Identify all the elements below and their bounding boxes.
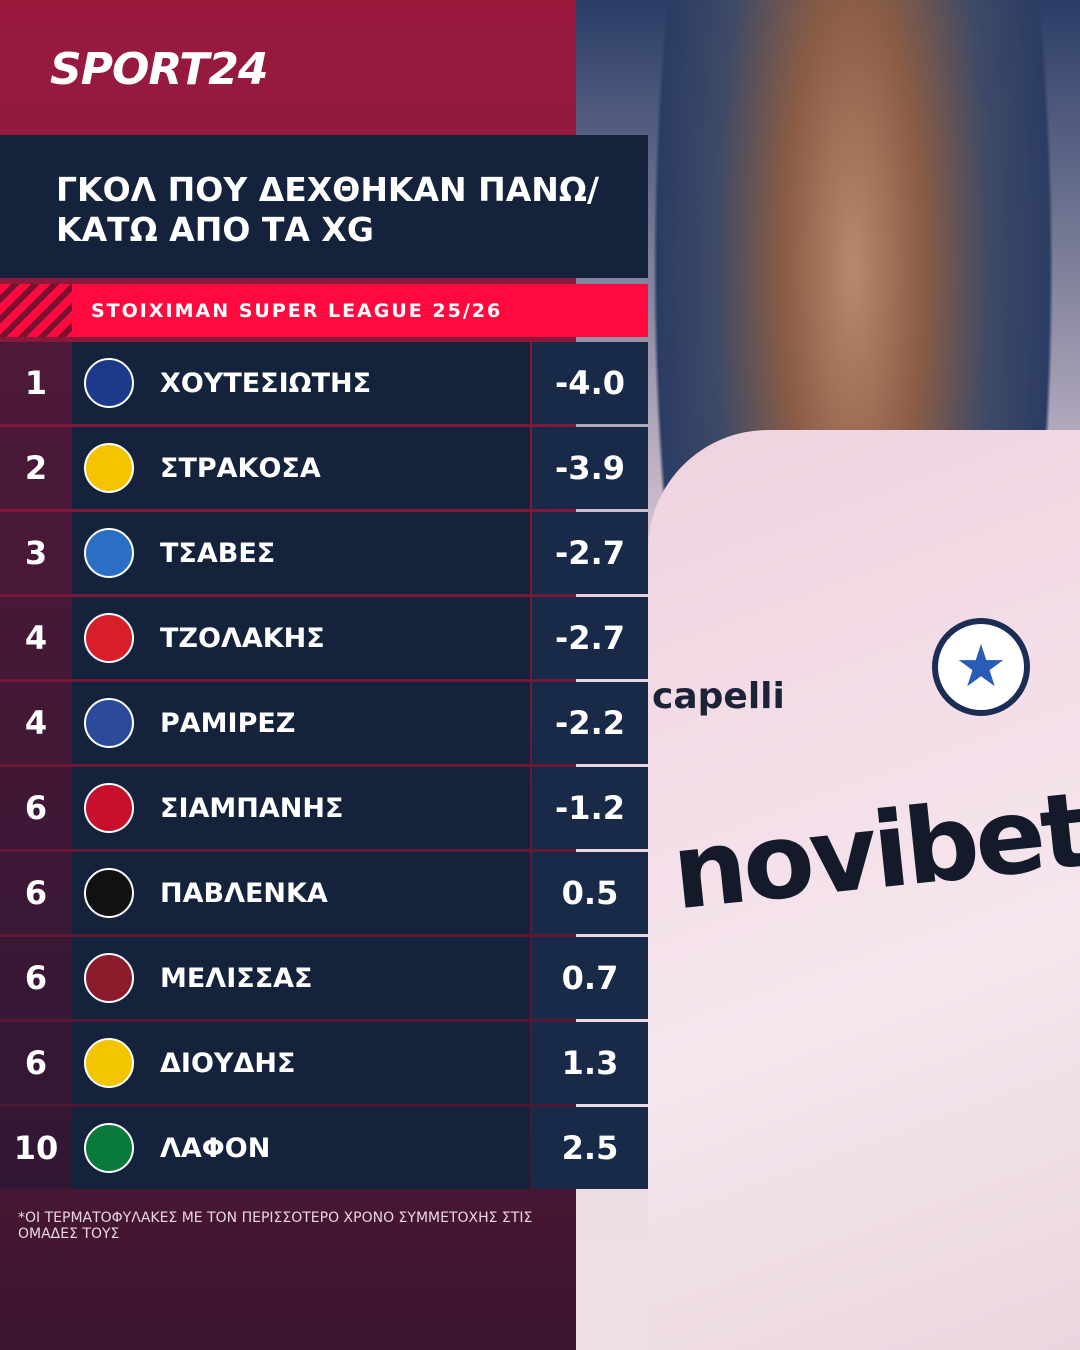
- player-cell: ΜΕΛΙΣΣΑΣ: [72, 937, 530, 1019]
- player-cell: ΠΑΒΛΕΝΚΑ: [72, 852, 530, 934]
- player-cell: ΣΙΑΜΠΑΝΗΣ: [72, 767, 530, 849]
- footnote: *ΟΙ ΤΕΡΜΑΤΟΦΥΛΑΚΕΣ ΜΕ ΤΟΝ ΠΕΡΙΣΣΟΤΕΡΟ ΧΡ…: [18, 1210, 533, 1242]
- team-logo: [84, 358, 134, 408]
- team-logo: [84, 528, 134, 578]
- player-name: ΣΤΡΑΚΟΣΑ: [160, 452, 321, 484]
- value: 2.5: [532, 1107, 648, 1189]
- stripes: [0, 284, 72, 337]
- player-cell: ΡΑΜΙΡΕΖ: [72, 682, 530, 764]
- title-box: [0, 135, 648, 278]
- subtitle: STOIXIMAN SUPER LEAGUE 25/26: [91, 300, 503, 322]
- player-cell: ΤΖΟΛΑΚΗΣ: [72, 597, 530, 679]
- subtitle-bar: [0, 284, 648, 337]
- rank: 6: [0, 937, 72, 1019]
- player-name: ΣΙΑΜΠΑΝΗΣ: [160, 792, 344, 824]
- team-logo: [84, 1038, 134, 1088]
- team-logo: [84, 698, 134, 748]
- rank: 2: [0, 427, 72, 509]
- team-logo: [84, 868, 134, 918]
- rank: 3: [0, 512, 72, 594]
- rank: 10: [0, 1107, 72, 1189]
- player-name: ΜΕΛΙΣΣΑΣ: [160, 962, 313, 994]
- title: ΚΑΤΩ ΑΠΟ ΤΑ XG: [56, 210, 374, 249]
- brand-logo: SPORT24: [50, 44, 268, 95]
- rank: 4: [0, 682, 72, 764]
- player-name: ΧΟΥΤΕΣΙΩΤΗΣ: [160, 367, 372, 399]
- team-logo: [84, 443, 134, 493]
- jersey: [648, 430, 1080, 1350]
- team-logo: [84, 953, 134, 1003]
- player-cell: ΔΙΟΥΔΗΣ: [72, 1022, 530, 1104]
- value: -2.2: [532, 682, 648, 764]
- value: -2.7: [532, 512, 648, 594]
- value: 1.3: [532, 1022, 648, 1104]
- value: -4.0: [532, 342, 648, 424]
- player-name: ΛΑΦΟΝ: [160, 1132, 271, 1164]
- rank: 6: [0, 852, 72, 934]
- team-logo: [84, 1123, 134, 1173]
- player-cell: ΛΑΦΟΝ: [72, 1107, 530, 1189]
- player-name: ΡΑΜΙΡΕΖ: [160, 707, 296, 739]
- value: -3.9: [532, 427, 648, 509]
- rank: 1: [0, 342, 72, 424]
- kit-brand: capelli: [652, 676, 785, 717]
- value: 0.7: [532, 937, 648, 1019]
- player-cell: ΧΟΥΤΕΣΙΩΤΗΣ: [72, 342, 530, 424]
- player-name: ΤΖΟΛΑΚΗΣ: [160, 622, 325, 654]
- player-name: ΔΙΟΥΔΗΣ: [160, 1047, 296, 1079]
- rank: 6: [0, 1022, 72, 1104]
- team-logo: [84, 783, 134, 833]
- player-cell: ΤΣΑΒΕΣ: [72, 512, 530, 594]
- title: ΓΚΟΛ ΠΟΥ ΔΕΧΘΗΚΑΝ ΠΑΝΩ/: [56, 170, 600, 209]
- player-name: ΤΣΑΒΕΣ: [160, 537, 276, 569]
- jersey-crest: [932, 618, 1030, 716]
- team-logo: [84, 613, 134, 663]
- rank: 6: [0, 767, 72, 849]
- rank: 4: [0, 597, 72, 679]
- value: -2.7: [532, 597, 648, 679]
- player-name: ΠΑΒΛΕΝΚΑ: [160, 877, 328, 909]
- player-cell: ΣΤΡΑΚΟΣΑ: [72, 427, 530, 509]
- value: -1.2: [532, 767, 648, 849]
- value: 0.5: [532, 852, 648, 934]
